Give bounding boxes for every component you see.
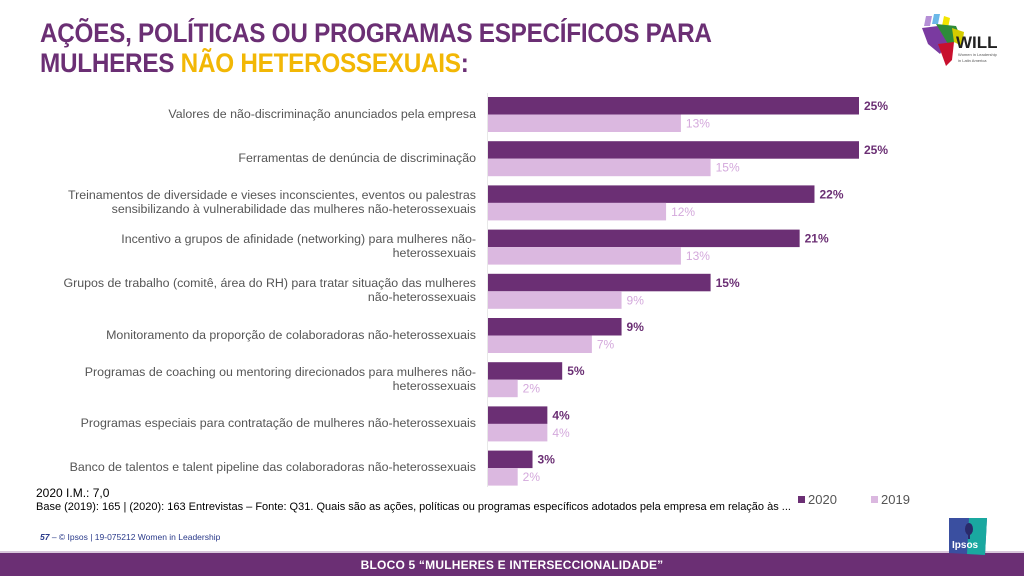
- ipsos-logo-icon: Ipsos: [949, 518, 987, 555]
- data-label-2020: 25%: [864, 143, 888, 157]
- bar-2020: [488, 318, 622, 336]
- title-prefix: MULHERES: [40, 48, 181, 78]
- data-label-2019: 15%: [716, 161, 740, 175]
- bar-2019: [488, 468, 518, 486]
- data-label-2020: 22%: [819, 187, 843, 201]
- legend-label-2020: 2020: [808, 492, 837, 507]
- data-label-2019: 2%: [523, 382, 541, 396]
- data-label-2020: 25%: [864, 99, 888, 113]
- bar-2020: [488, 406, 548, 424]
- title-highlight: NÃO HETEROSSEXUAIS: [180, 48, 461, 78]
- category-label: Programas especiais para contratação de …: [16, 416, 476, 430]
- category-label: Valores de não-discriminação anunciados …: [16, 107, 476, 121]
- category-label-line: Programas de coaching ou mentoring direc…: [84, 364, 476, 379]
- footer-credit: 57 – © Ipsos | 19-075212 Women in Leader…: [40, 532, 220, 542]
- bar-2019: [488, 202, 667, 221]
- category-label-line: heterossexuais: [392, 246, 476, 261]
- data-label-2020: 4%: [552, 408, 570, 422]
- legend-item-2020: 2020: [798, 492, 837, 507]
- data-label-2019: 9%: [627, 293, 645, 307]
- im-note: 2020 I.M.: 7,0: [36, 486, 110, 500]
- legend-item-2019: 2019: [871, 492, 910, 507]
- data-label-2019: 7%: [597, 338, 615, 352]
- bar-2020: [488, 229, 800, 248]
- svg-text:Women in Leadership: Women in Leadership: [958, 52, 998, 57]
- section-footer-bar: BLOCO 5 “MULHERES E INTERSECCIONALIDADE”: [0, 553, 1024, 576]
- bar-2019: [488, 335, 592, 353]
- category-label-line: Monitoramento da proporção de colaborado…: [106, 327, 476, 342]
- data-label-2020: 3%: [538, 453, 556, 467]
- bar-2020: [488, 362, 563, 380]
- category-label-line: Banco de talentos e talent pipeline das …: [69, 460, 476, 475]
- bar-2020: [488, 273, 711, 292]
- title-line-2: MULHERES NÃO HETEROSSEXUAIS:: [40, 48, 712, 78]
- category-label-line: Treinamentos de diversidade e vieses inc…: [68, 187, 476, 202]
- title-suffix: :: [460, 48, 469, 78]
- svg-text:WILL: WILL: [956, 33, 998, 52]
- bar-2019: [488, 114, 681, 132]
- base-note: Base (2019): 165 | (2020): 163 Entrevist…: [36, 501, 791, 513]
- bar-2019: [488, 158, 711, 177]
- bar-2019: [488, 291, 622, 309]
- legend-swatch-2019: [871, 496, 878, 503]
- category-label: Incentivo a grupos de afinidade (network…: [16, 232, 476, 260]
- data-label-2019: 13%: [686, 249, 710, 263]
- legend-swatch-2020: [798, 496, 805, 503]
- category-label: Programas de coaching ou mentoring direc…: [16, 365, 476, 393]
- page-number: 57: [40, 532, 50, 542]
- bar-2019: [488, 423, 548, 442]
- category-label-line: Grupos de trabalho (comitê, área do RH) …: [63, 276, 476, 291]
- footer-divider: [0, 551, 1024, 553]
- bar-2020: [488, 97, 859, 115]
- bar-2019: [488, 247, 681, 265]
- bar-2020: [488, 141, 859, 159]
- data-label-2019: 2%: [523, 470, 541, 484]
- legend-label-2019: 2019: [881, 492, 910, 507]
- bar-2020: [488, 450, 533, 469]
- credit-text: – © Ipsos | 19-075212 Women in Leadershi…: [49, 532, 221, 542]
- category-axis-line: [487, 93, 488, 487]
- category-label-line: heterossexuais: [392, 378, 476, 393]
- svg-text:in Latin America: in Latin America: [958, 58, 987, 63]
- category-label: Banco de talentos e talent pipeline das …: [16, 460, 476, 474]
- category-label-line: Valores de não-discriminação anunciados …: [168, 106, 476, 121]
- data-label-2020: 21%: [805, 232, 829, 246]
- category-label: Grupos de trabalho (comitê, área do RH) …: [16, 276, 476, 304]
- category-label-line: sensibilizando à vulnerabilidade das mul…: [111, 201, 476, 216]
- category-label-line: Ferramentas de denúncia de discriminação: [238, 150, 476, 165]
- category-label: Monitoramento da proporção de colaborado…: [16, 328, 476, 342]
- category-label-line: não-heterossexuais: [367, 290, 476, 305]
- data-label-2020: 5%: [567, 364, 585, 378]
- bar-2020: [488, 185, 815, 203]
- data-label-2019: 12%: [671, 205, 695, 219]
- section-title: BLOCO 5 “MULHERES E INTERSECCIONALIDADE”: [360, 558, 664, 572]
- category-label-line: Programas especiais para contratação de …: [80, 415, 476, 430]
- will-logo-icon: WILL Women in Leadership in Latin Americ…: [922, 14, 998, 66]
- category-label: Ferramentas de denúncia de discriminação: [16, 151, 476, 165]
- data-label-2020: 9%: [627, 320, 645, 334]
- page-title: AÇÕES, POLÍTICAS OU PROGRAMAS ESPECÍFICO…: [40, 18, 712, 78]
- data-label-2019: 4%: [552, 426, 570, 440]
- svg-text:Ipsos: Ipsos: [952, 540, 979, 551]
- category-label: Treinamentos de diversidade e vieses inc…: [16, 188, 476, 216]
- category-label-line: Incentivo a grupos de afinidade (network…: [121, 232, 476, 247]
- data-label-2020: 15%: [716, 276, 740, 290]
- title-line-1: AÇÕES, POLÍTICAS OU PROGRAMAS ESPECÍFICO…: [40, 18, 712, 48]
- bar-2019: [488, 379, 518, 398]
- data-label-2019: 13%: [686, 117, 710, 131]
